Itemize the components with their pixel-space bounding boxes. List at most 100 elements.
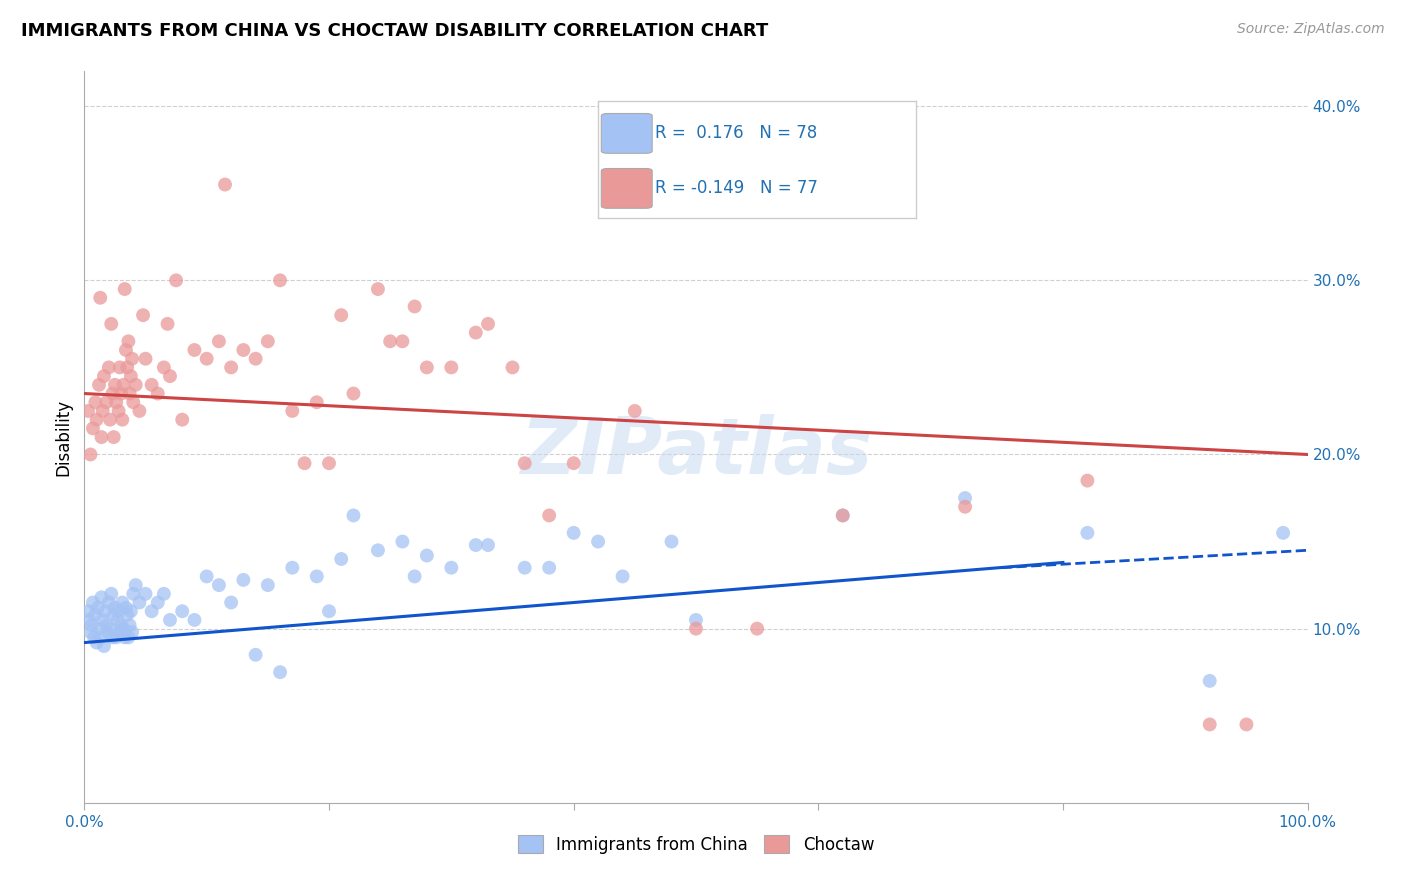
Point (380, 334, 402, 349)
Point (183, 613, 205, 627)
Point (87, 600, 110, 615)
Point (82, 421, 104, 435)
Point (105, 631, 128, 645)
Point (125, 377, 148, 392)
Point (232, 343, 254, 357)
Point (477, 317, 499, 331)
Point (101, 386, 124, 401)
Legend: Immigrants from China, Choctaw: Immigrants from China, Choctaw (510, 829, 882, 860)
Point (562, 456, 585, 470)
Point (245, 351, 267, 366)
Point (115, 360, 138, 375)
Point (440, 560, 463, 574)
Point (257, 578, 280, 592)
Point (464, 326, 486, 340)
Point (661, 534, 683, 549)
Point (391, 334, 413, 349)
Point (125, 578, 148, 592)
Point (100, 317, 122, 331)
Point (513, 560, 536, 574)
Point (513, 456, 536, 470)
Point (281, 404, 304, 418)
Point (93, 639, 115, 653)
Point (612, 569, 634, 583)
Point (89, 291, 111, 305)
Point (117, 334, 139, 349)
Point (135, 587, 157, 601)
Point (153, 360, 176, 375)
Point (90, 430, 112, 444)
Point (118, 386, 141, 401)
Point (128, 595, 150, 609)
Point (831, 508, 853, 523)
Point (90, 591, 112, 605)
Point (318, 604, 340, 618)
Point (96, 618, 118, 632)
Point (128, 404, 150, 418)
Point (115, 343, 138, 357)
Point (110, 386, 132, 401)
Point (281, 560, 304, 574)
Point (83, 631, 105, 645)
Point (86, 635, 108, 649)
Point (685, 622, 707, 636)
Point (141, 604, 163, 618)
Point (502, 360, 524, 375)
Point (120, 604, 142, 618)
Point (294, 456, 316, 470)
Point (953, 500, 976, 514)
Point (269, 273, 291, 287)
Point (953, 491, 976, 505)
Point (114, 631, 136, 645)
Point (156, 317, 179, 331)
Point (416, 549, 439, 563)
Point (77, 604, 100, 618)
Point (586, 534, 609, 549)
Point (195, 351, 218, 366)
Point (93, 369, 115, 384)
Point (115, 607, 138, 622)
Point (114, 282, 136, 296)
Point (165, 273, 187, 287)
Point (440, 360, 463, 375)
Point (115, 600, 138, 615)
Point (747, 622, 769, 636)
Point (318, 456, 340, 470)
Point (685, 613, 707, 627)
Point (117, 631, 139, 645)
Point (122, 587, 145, 601)
Point (96, 395, 118, 409)
Point (105, 613, 128, 627)
Point (111, 412, 134, 426)
Point (416, 360, 439, 375)
Point (108, 625, 131, 640)
Point (464, 538, 486, 552)
Point (107, 604, 129, 618)
Point (172, 604, 194, 618)
Point (330, 552, 353, 566)
Point (305, 569, 328, 583)
Point (1076, 474, 1098, 488)
Point (112, 622, 135, 636)
Point (208, 578, 231, 592)
Point (342, 508, 364, 523)
Point (89, 631, 111, 645)
Point (141, 377, 163, 392)
Point (391, 534, 413, 549)
Point (84, 607, 107, 622)
Point (77, 404, 100, 418)
Point (121, 625, 143, 640)
Point (104, 377, 127, 392)
Point (562, 525, 585, 540)
Point (87, 622, 110, 636)
Point (153, 587, 176, 601)
Point (214, 178, 236, 192)
Point (104, 600, 127, 615)
Point (269, 665, 291, 680)
Point (257, 334, 280, 349)
Point (101, 631, 124, 645)
Point (367, 543, 389, 558)
Point (1272, 525, 1295, 540)
Point (77, 613, 100, 627)
Point (538, 560, 561, 574)
